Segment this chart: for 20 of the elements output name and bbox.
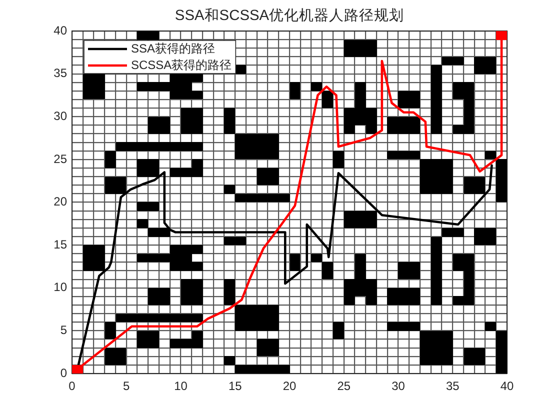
x-tick-label: 15 bbox=[228, 379, 242, 394]
y-tick-label: 40 bbox=[54, 23, 68, 38]
x-tick-label: 30 bbox=[392, 379, 406, 394]
chart-title: SSA和SCSSA优化机器人路径规划 bbox=[174, 7, 404, 24]
x-tick-label: 35 bbox=[446, 379, 460, 394]
y-tick-label: 15 bbox=[54, 237, 68, 252]
x-tick-label: 10 bbox=[174, 379, 188, 394]
y-tick-label: 20 bbox=[54, 194, 68, 209]
x-tick-label: 5 bbox=[123, 379, 130, 394]
y-tick-label: 30 bbox=[54, 108, 68, 123]
y-tick-label: 35 bbox=[54, 66, 68, 80]
y-tick-label: 10 bbox=[54, 280, 68, 294]
y-tick-label: 25 bbox=[54, 152, 68, 166]
x-tick-label: 20 bbox=[282, 379, 296, 394]
y-tick-label: 5 bbox=[60, 323, 68, 337]
legend-label: SCSSA获得的路径 bbox=[131, 58, 232, 72]
x-tick-label: 40 bbox=[500, 379, 514, 394]
y-tick-label: 0 bbox=[60, 366, 68, 380]
x-tick-label: 25 bbox=[337, 379, 351, 394]
legend-label: SSA获得的路径 bbox=[131, 41, 216, 56]
